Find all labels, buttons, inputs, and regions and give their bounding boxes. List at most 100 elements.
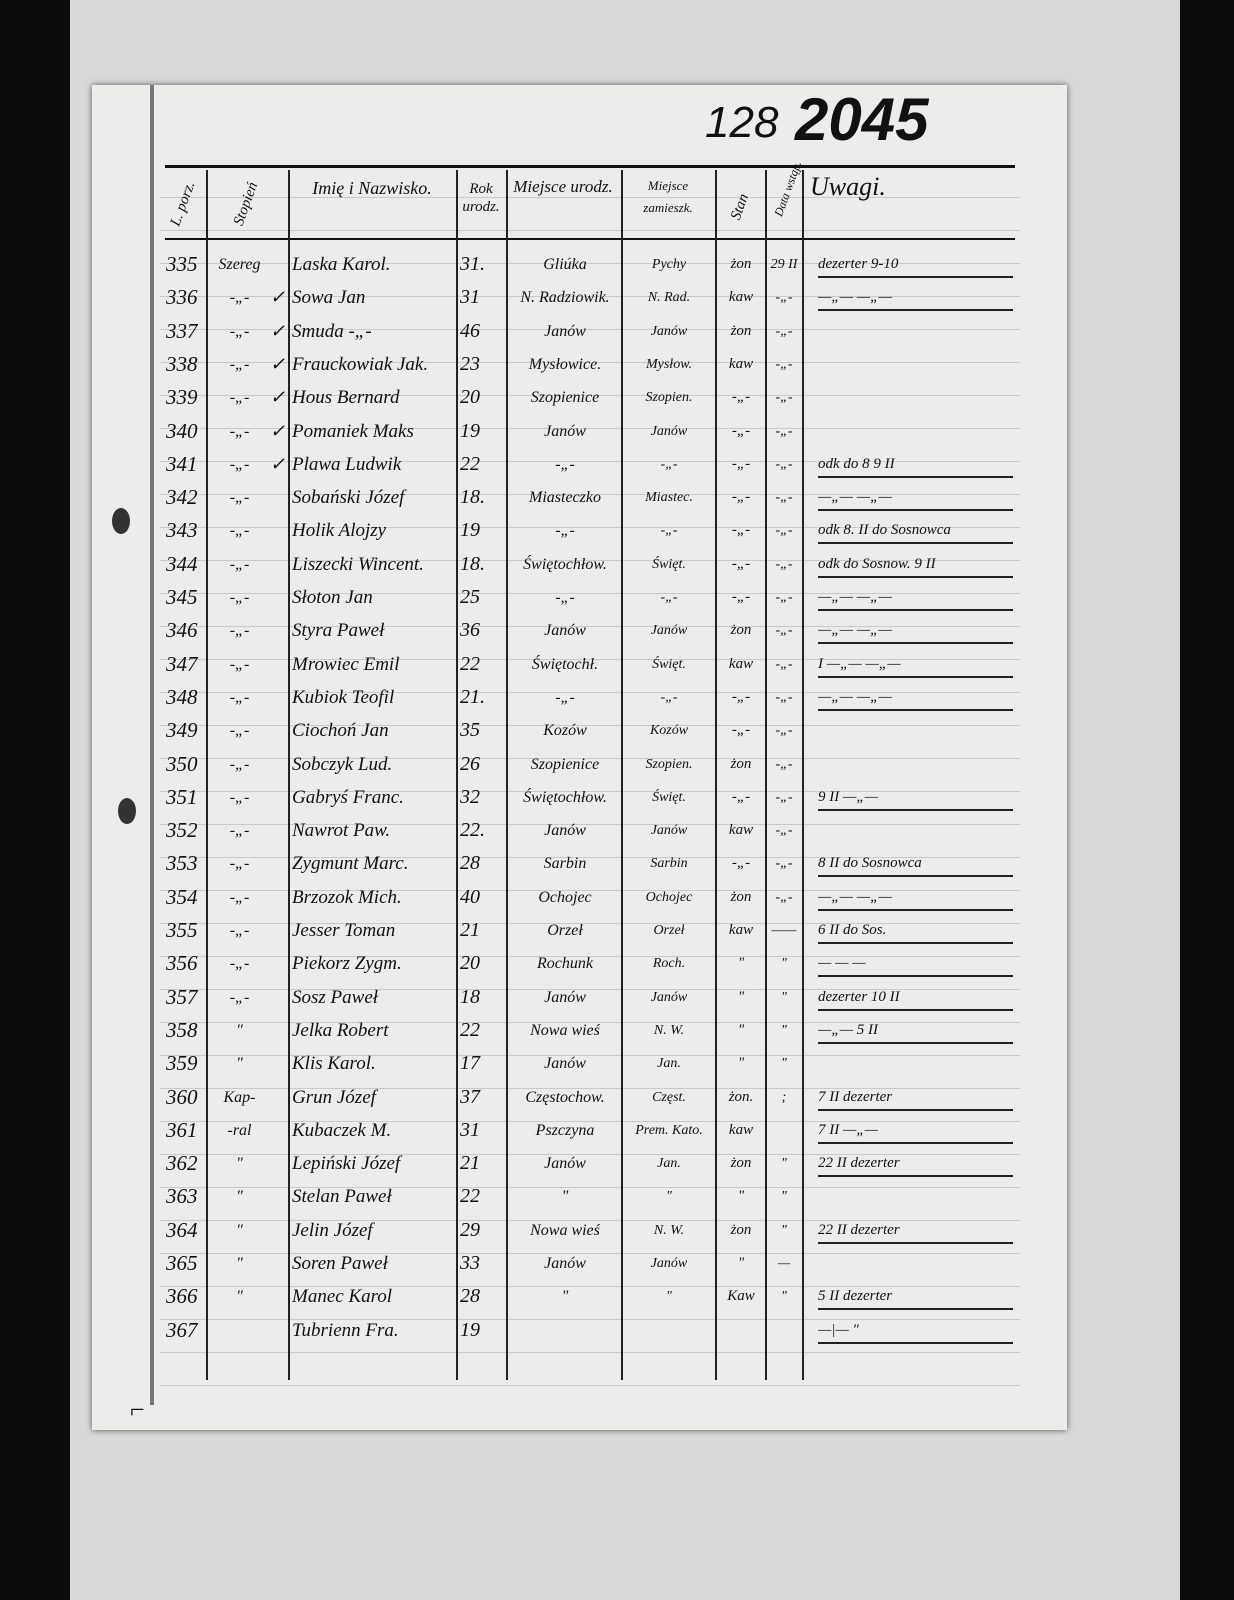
- entry-status: -„-: [731, 389, 751, 406]
- entry-residence: Pychy: [651, 257, 687, 272]
- check-mark: ✓: [270, 287, 286, 308]
- table-row: 363 " Stelan Paweł 22 " " " ": [0, 1180, 1234, 1213]
- entry-residence: Orzeł: [653, 923, 685, 938]
- entry-birthplace: Gliúka: [543, 256, 587, 273]
- entry-name: Holik Alojzy: [292, 520, 387, 542]
- check-mark: ✓: [270, 387, 286, 408]
- entry-date: -„-: [775, 290, 793, 306]
- entry-number: 356: [166, 951, 198, 976]
- entry-rank: -„-: [229, 489, 250, 507]
- entry-status: -„-: [731, 855, 751, 872]
- entry-name: Hous Bernard: [292, 387, 400, 409]
- entry-name: Mrowiec Emil: [292, 653, 400, 675]
- entry-remarks: [818, 814, 1013, 842]
- entry-residence: Szopien.: [645, 756, 693, 772]
- entry-remarks: [818, 714, 1013, 742]
- entry-residence: Janów: [650, 323, 688, 339]
- entry-number: 363: [166, 1184, 198, 1209]
- entry-rank: -„-: [229, 622, 250, 640]
- entry-birth-year: 36: [460, 619, 480, 642]
- entry-number: 344: [166, 551, 198, 576]
- entry-status: -„-: [731, 555, 751, 572]
- header-bottom-rule: [165, 238, 1015, 240]
- entry-remarks: [818, 381, 1013, 409]
- entry-birthplace: Szopienice: [530, 755, 600, 773]
- check-mark: ✓: [270, 320, 286, 341]
- entry-number: 335: [166, 252, 198, 276]
- entry-status: -„-: [731, 455, 751, 472]
- entry-residence: ": [666, 1189, 672, 1205]
- entry-residence: N. Rad.: [647, 290, 691, 306]
- entry-date: -„-: [775, 323, 793, 339]
- entry-number: 336: [166, 285, 198, 310]
- entry-name: Stelan Paweł: [292, 1186, 392, 1208]
- entry-remarks: [818, 748, 1013, 776]
- entry-rank: ": [236, 1188, 243, 1206]
- entry-birth-year: 25: [460, 586, 480, 608]
- header-remarks: Uwagi.: [810, 172, 886, 201]
- binding-hole: [112, 508, 130, 534]
- entry-birthplace: Miasteczko: [529, 489, 601, 507]
- entry-birth-year: 20: [460, 952, 480, 975]
- column-divider: [621, 170, 623, 1380]
- entry-remarks: 9 II —„—: [818, 781, 1013, 811]
- entry-number: 337: [166, 318, 198, 343]
- entry-remarks: 7 II dezerter: [818, 1081, 1013, 1111]
- entry-birth-year: 20: [460, 386, 480, 409]
- entry-remarks: odk do Sosnow. 9 II: [818, 548, 1013, 578]
- entry-number: 365: [166, 1251, 198, 1275]
- entry-status: -„-: [731, 589, 751, 605]
- entry-rank: -„-: [229, 555, 250, 573]
- entry-name: Lepiński Józef: [292, 1153, 401, 1175]
- entry-name: Zygmunt Marc.: [292, 853, 409, 875]
- entry-residence: -„-: [660, 689, 678, 705]
- entry-remarks: odk 8. II do Sosnowca: [818, 514, 1013, 545]
- entry-date: -„-: [775, 623, 793, 639]
- entry-date: -„-: [775, 356, 793, 372]
- table-row: 349 -„- Ciochoń Jan 35 Kozów Kozów -„- -„-: [0, 714, 1234, 747]
- entry-name: Styra Paweł: [292, 620, 385, 642]
- table-row: 352 -„- Nawrot Paw. 22. Janów Janów kaw -„-: [0, 814, 1234, 847]
- entry-rank: Kap-: [223, 1088, 256, 1106]
- entry-rank: ": [236, 1021, 243, 1039]
- entry-rank: -„-: [229, 822, 250, 840]
- table-row: 356 -„- Piekorz Zygm. 20 Rochunk Roch. " " — — —: [0, 947, 1234, 980]
- entry-residence: Jan.: [657, 1056, 681, 1072]
- header-year: Rok urodz.: [462, 181, 500, 215]
- entry-number: 360: [166, 1084, 198, 1109]
- entry-residence: Święt.: [652, 656, 686, 672]
- entry-birth-year: 26: [460, 752, 480, 775]
- entry-number: 342: [166, 485, 198, 510]
- entry-name: Gabryś Franc.: [292, 786, 404, 808]
- entry-date: ——: [771, 923, 797, 938]
- entry-birth-year: 28: [460, 1285, 480, 1308]
- table-row: 346 -„- Styra Paweł 36 Janów Janów żon -„- —„— —…: [0, 614, 1234, 647]
- entry-birth-year: 37: [460, 1085, 480, 1108]
- table-row: 335 Szereg Laska Karol. 31. Gliúka Pychy żon 29…: [0, 248, 1234, 281]
- entry-date: -„-: [775, 556, 793, 572]
- column-divider: [288, 170, 290, 1380]
- entry-name: Smuda -„-: [292, 320, 372, 342]
- entry-name: Sobański Józef: [292, 487, 405, 509]
- table-row: 341 -„- ✓ Plawa Ludwik 22 -„- -„- -„- -„- odk do …: [0, 448, 1234, 481]
- table-row: 344 -„- Liszecki Wincent. 18. Świętochłow. Św…: [0, 548, 1234, 581]
- column-divider: [206, 170, 208, 1380]
- entry-remarks: 22 II dezerter: [818, 1214, 1013, 1244]
- entry-status: kaw: [728, 822, 754, 839]
- entry-residence: -„-: [660, 456, 678, 472]
- table-row: 336 -„- ✓ Sowa Jan 31 N. Radziowik. N. Rad. kaw…: [0, 281, 1234, 314]
- entry-residence: Święt.: [652, 556, 686, 572]
- entry-rank: ": [236, 1255, 243, 1272]
- entry-name: Manec Karol: [292, 1286, 393, 1308]
- entry-remarks: 8 II do Sosnowca: [818, 847, 1013, 878]
- entry-status: kaw: [728, 655, 754, 672]
- header-birthplace: Miejsce urodz.: [513, 177, 613, 196]
- entry-number: 343: [166, 518, 198, 543]
- entry-name: Grun Józef: [292, 1086, 376, 1108]
- entry-birthplace: Szopienice: [530, 389, 600, 407]
- entry-number: 351: [166, 784, 198, 809]
- entry-number: 361: [166, 1117, 198, 1142]
- entry-status: żon: [730, 888, 752, 905]
- entry-birth-year: 22: [460, 1185, 480, 1208]
- entry-birth-year: 19: [460, 519, 480, 542]
